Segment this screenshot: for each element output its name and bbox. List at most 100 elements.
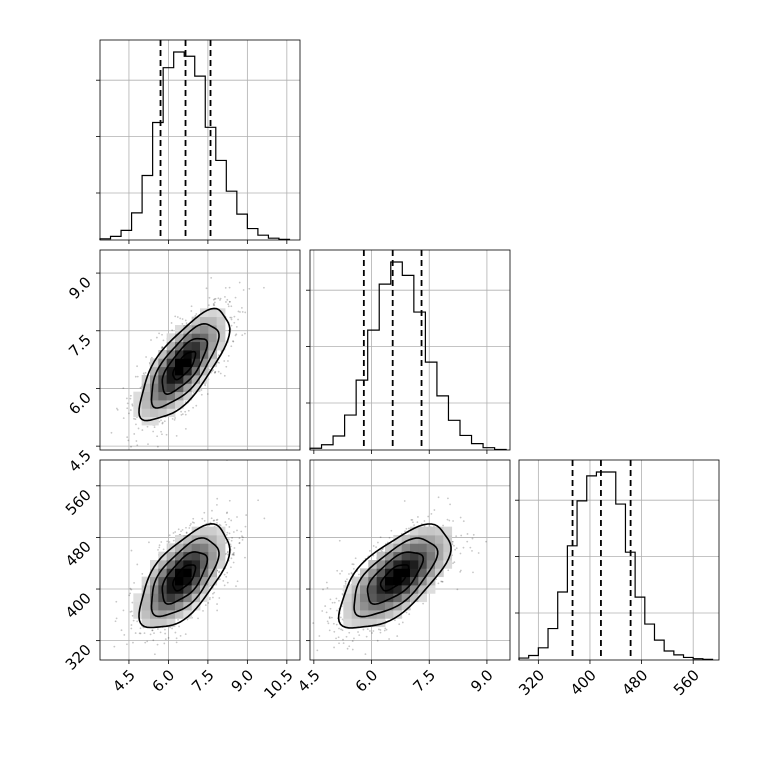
scatter-point — [131, 601, 134, 604]
density-cell — [368, 576, 378, 586]
density-cell — [183, 358, 193, 368]
scatter-point — [168, 534, 171, 537]
scatter-point — [377, 541, 379, 544]
scatter-point — [369, 630, 371, 632]
y-tick-label: 480 — [62, 538, 95, 571]
scatter-point — [447, 497, 449, 500]
density-cell — [401, 576, 411, 586]
scatter-point — [219, 297, 222, 300]
scatter-point — [228, 532, 231, 535]
scatter-point — [174, 631, 177, 634]
scatter-point — [232, 340, 234, 342]
scatter-point — [341, 629, 344, 632]
scatter-point — [146, 640, 149, 643]
scatter-point — [375, 546, 377, 549]
density-cell — [208, 308, 218, 318]
scatter-point — [216, 503, 218, 506]
density-cell — [435, 526, 444, 536]
scatter-point — [401, 621, 404, 624]
scatter-point — [372, 630, 375, 632]
contour-level-4 — [138, 522, 231, 629]
scatter-point — [213, 298, 216, 300]
scatter-point — [218, 597, 221, 599]
scatter-point — [244, 311, 247, 314]
scatter-point — [222, 580, 225, 582]
scatter-point — [328, 616, 331, 619]
scatter-point — [237, 310, 240, 313]
x-tick-label: 4.5 — [294, 666, 324, 696]
density-cell — [410, 543, 419, 553]
density-cell — [141, 408, 151, 418]
scatter-point — [184, 633, 187, 636]
scatter-point — [180, 414, 183, 416]
scatter-point — [136, 375, 139, 378]
scatter-point — [329, 598, 332, 601]
density-cell — [150, 560, 159, 569]
density-cell — [183, 535, 193, 544]
scatter-point — [316, 649, 319, 652]
density-cell — [351, 576, 361, 586]
scatter-point — [227, 553, 229, 556]
scatter-point — [179, 634, 182, 637]
scatter-point — [385, 628, 388, 631]
scatter-point — [338, 642, 340, 645]
scatter-point — [232, 340, 235, 343]
scatter-point — [331, 601, 334, 604]
density-panel-1 — [99, 249, 301, 451]
scatter-point — [245, 514, 248, 516]
scatter-point — [410, 518, 413, 521]
scatter-point — [404, 530, 406, 533]
scatter-point — [338, 599, 340, 602]
scatter-point — [181, 528, 184, 531]
scatter-point — [365, 635, 368, 638]
density-cell — [376, 568, 386, 578]
scatter-point — [326, 620, 329, 623]
scatter-point — [161, 346, 164, 348]
scatter-point — [437, 582, 440, 585]
scatter-point — [328, 617, 331, 620]
scatter-point — [440, 580, 443, 583]
scatter-point — [213, 519, 216, 522]
scatter-point — [126, 402, 129, 405]
scatter-point — [175, 637, 178, 640]
scatter-point — [203, 519, 206, 522]
density-cell — [166, 383, 176, 393]
scatter-point — [216, 497, 219, 500]
scatter-point — [217, 370, 220, 373]
density-cell — [393, 585, 403, 594]
contour-level-4 — [138, 307, 231, 422]
scatter-point — [339, 616, 342, 619]
scatter-point — [230, 345, 233, 348]
scatter-point — [153, 653, 156, 656]
scatter-point — [263, 286, 265, 289]
scatter-point — [325, 581, 328, 584]
y-tick-label: 6.0 — [65, 389, 95, 419]
density-cell — [175, 400, 184, 409]
scatter-point — [241, 538, 244, 541]
scatter-point — [351, 640, 354, 642]
density-cell — [183, 593, 193, 603]
density-cell — [150, 618, 159, 628]
scatter-point — [113, 645, 116, 648]
scatter-point — [384, 627, 387, 630]
scatter-point — [216, 521, 218, 524]
scatter-point — [189, 524, 191, 527]
density-cell — [376, 601, 386, 611]
x-tick-label: 320 — [515, 666, 548, 699]
scatter-point — [230, 316, 233, 319]
scatter-point — [233, 321, 236, 324]
density-cell — [175, 366, 184, 376]
density-cell — [191, 568, 201, 578]
density-cell — [166, 593, 176, 603]
density-cell — [183, 543, 193, 553]
scatter-point — [226, 298, 229, 301]
scatter-point — [237, 318, 239, 321]
panel-content — [100, 460, 300, 660]
scatter-point — [230, 324, 233, 327]
density-cell — [216, 560, 226, 569]
density-cell — [435, 560, 444, 569]
x-tick-label: 9.0 — [467, 666, 497, 696]
scatter-point — [390, 529, 393, 532]
scatter-point — [174, 531, 177, 533]
contour-level-1 — [172, 564, 197, 592]
